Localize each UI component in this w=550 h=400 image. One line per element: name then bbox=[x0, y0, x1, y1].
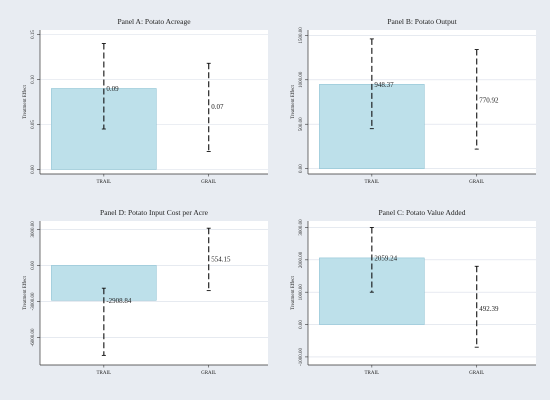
panel-d-svg: Panel D: Potato Input Cost per Acre -6000… bbox=[23, 208, 268, 376]
bar-trail bbox=[51, 265, 157, 301]
data-label: -2908.84 bbox=[106, 297, 132, 305]
y-tick-label: 0.00 bbox=[31, 261, 36, 270]
y-tick-label: -1000.00 bbox=[299, 347, 304, 365]
y-tick-label: 3000.00 bbox=[31, 221, 36, 238]
y-tick-label: 500.00 bbox=[299, 117, 304, 131]
x-tick-label: GRAIL bbox=[201, 371, 216, 376]
data-label: 492.39 bbox=[479, 305, 499, 313]
data-label: 948.37 bbox=[374, 81, 394, 89]
x-tick-label: TRAIL bbox=[364, 180, 379, 185]
y-axis-label: Treatment Effect bbox=[23, 276, 28, 310]
x-tick-label: GRAIL bbox=[469, 180, 484, 185]
data-label: 0.09 bbox=[106, 85, 119, 93]
chart-title: Panel C: Potato Value Added bbox=[379, 208, 466, 217]
y-tick-label: 1500.00 bbox=[299, 27, 304, 44]
x-tick-label: TRAIL bbox=[364, 371, 379, 376]
panel-a-svg: Panel A: Potato Acreage 0.00 0.05 0.10 0.15 T… bbox=[23, 17, 268, 185]
panel-a: Panel A: Potato Acreage 0.00 0.05 0.10 0.15 T… bbox=[8, 14, 270, 196]
panel-c-svg: Panel C: Potato Value Added -1000.00 0.00 1… bbox=[291, 208, 536, 376]
x-tick-label: GRAIL bbox=[469, 371, 484, 376]
data-label: 0.07 bbox=[211, 103, 224, 111]
y-axis-label: Treatment Effect bbox=[291, 276, 296, 310]
y-tick-label: -6000.00 bbox=[31, 328, 36, 346]
panel-b-svg: Panel B: Potato Output 0.00 500.00 1000.00 1… bbox=[291, 17, 536, 185]
chart-title: Panel B: Potato Output bbox=[387, 17, 457, 26]
x-tick-label: TRAIL bbox=[96, 180, 111, 185]
y-tick-label: 0.00 bbox=[299, 320, 304, 329]
data-label: 770.92 bbox=[479, 97, 499, 105]
panel-c: Panel C: Potato Value Added -1000.00 0.00 1… bbox=[276, 205, 538, 387]
y-tick-label: 1000.00 bbox=[299, 71, 304, 88]
y-tick-label: 3000.00 bbox=[299, 219, 304, 236]
y-tick-label: 2000.00 bbox=[299, 251, 304, 268]
y-tick-label: 1000.00 bbox=[299, 284, 304, 301]
x-tick-label: GRAIL bbox=[201, 180, 216, 185]
y-tick-label: 0.05 bbox=[31, 120, 36, 129]
chart-title: Panel D: Potato Input Cost per Acre bbox=[100, 208, 209, 217]
y-axis-label: Treatment Effect bbox=[23, 85, 28, 119]
data-label: 2059.24 bbox=[374, 254, 397, 262]
x-tick-label: TRAIL bbox=[96, 371, 111, 376]
y-tick-label: -3000.00 bbox=[31, 292, 36, 310]
y-tick-label: 0.10 bbox=[31, 75, 36, 84]
chart-title: Panel A: Potato Acreage bbox=[117, 17, 191, 26]
y-tick-label: 0.00 bbox=[299, 164, 304, 173]
data-label: 554.15 bbox=[211, 255, 231, 263]
y-axis-label: Treatment Effect bbox=[291, 85, 296, 119]
panel-b: Panel B: Potato Output 0.00 500.00 1000.00 1… bbox=[276, 14, 538, 196]
y-tick-label: 0.15 bbox=[31, 30, 36, 39]
panel-d: Panel D: Potato Input Cost per Acre -6000… bbox=[8, 205, 270, 387]
y-tick-label: 0.00 bbox=[31, 165, 36, 174]
